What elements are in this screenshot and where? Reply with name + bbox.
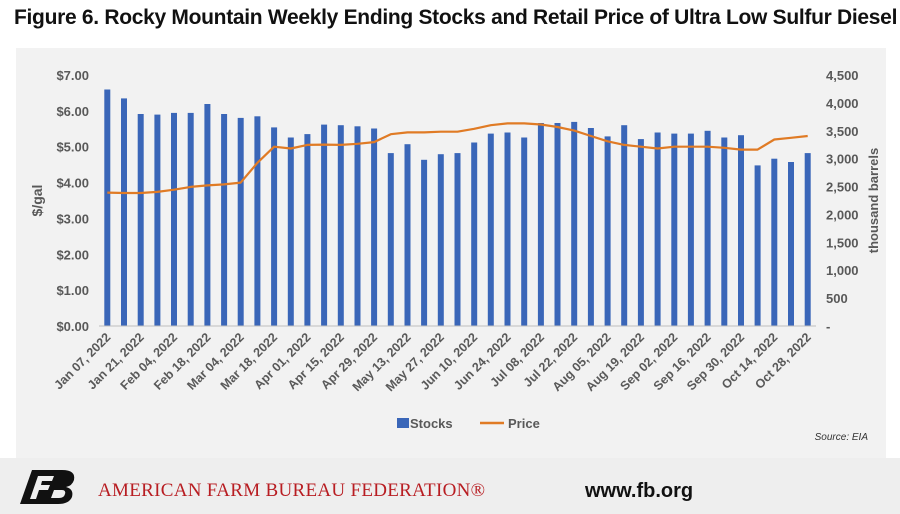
stocks-bar bbox=[421, 159, 428, 326]
y-left-tick-label: $5.00 bbox=[56, 140, 89, 155]
stocks-bar bbox=[121, 98, 127, 327]
stocks-bar bbox=[221, 114, 228, 326]
y-right-tick-label: 2,000 bbox=[826, 207, 859, 222]
y-right-axis-title: thousand barrels bbox=[866, 148, 881, 253]
stocks-bar bbox=[504, 132, 511, 326]
y-right-tick-label: 3,000 bbox=[826, 152, 859, 167]
stocks-bar bbox=[337, 125, 344, 326]
stocks-bar bbox=[321, 124, 328, 326]
stocks-bar bbox=[237, 117, 244, 327]
y-right-tick-label: 4,000 bbox=[826, 96, 859, 111]
stocks-bar bbox=[621, 125, 628, 326]
stocks-bar bbox=[187, 112, 194, 327]
y-left-tick-label: $3.00 bbox=[56, 211, 89, 226]
stocks-bar bbox=[687, 133, 694, 326]
y-right-tick-label: 1,500 bbox=[826, 235, 859, 250]
stocks-bar bbox=[254, 116, 261, 326]
stocks-bar bbox=[287, 137, 294, 326]
stocks-bar bbox=[704, 130, 711, 326]
y-left-tick-label: $4.00 bbox=[56, 176, 89, 191]
legend-price-label: Price bbox=[508, 416, 540, 431]
stocks-bar bbox=[387, 153, 394, 326]
stocks-bar bbox=[771, 158, 778, 326]
y-right-tick-label: 2,500 bbox=[826, 180, 859, 195]
stocks-bar bbox=[204, 104, 211, 326]
stocks-bar bbox=[788, 162, 794, 326]
stocks-bar bbox=[171, 112, 177, 327]
stocks-bar bbox=[587, 128, 594, 326]
y-right-tick-label: - bbox=[826, 319, 830, 334]
footer: AMERICAN FARM BUREAU FEDERATION® www.fb.… bbox=[0, 458, 900, 514]
stocks-bar bbox=[454, 153, 461, 326]
chart: $0.00 $1.00 $2.00 $3.00 $4.00 $5.00 $6.00 $7.00… bbox=[29, 68, 881, 443]
y-right-tick-label: 500 bbox=[826, 291, 848, 306]
stocks-bar bbox=[521, 137, 528, 326]
stocks-bar bbox=[271, 127, 278, 327]
stocks-bar bbox=[604, 136, 611, 326]
y-left-tick-label: $7.00 bbox=[56, 68, 89, 83]
y-right-tick-label: 1,000 bbox=[826, 263, 859, 278]
stocks-bar bbox=[537, 123, 544, 326]
y-right-tick-label: 3,500 bbox=[826, 124, 859, 139]
y-left-tick-label: $1.00 bbox=[56, 283, 89, 298]
stocks-bar bbox=[304, 134, 311, 326]
stocks-bar bbox=[721, 137, 728, 326]
y-left-tick-label: $0.00 bbox=[56, 319, 89, 334]
stocks-bar bbox=[104, 89, 111, 326]
stocks-bar bbox=[437, 154, 444, 326]
website-link[interactable]: www.fb.org bbox=[585, 480, 694, 502]
y-left-tick-label: $2.00 bbox=[56, 247, 89, 262]
y-left-tick-label: $6.00 bbox=[56, 104, 89, 119]
stocks-bar bbox=[554, 123, 561, 326]
stocks-bar bbox=[471, 142, 478, 326]
legend-stocks-label: Stocks bbox=[410, 416, 453, 431]
stocks-bar bbox=[637, 139, 644, 326]
stocks-bar bbox=[754, 165, 761, 326]
legend-stocks-swatch bbox=[397, 418, 409, 428]
fb-logo-icon bbox=[20, 470, 75, 504]
stocks-bar bbox=[571, 121, 578, 327]
stocks-bar bbox=[371, 128, 378, 326]
chart-title: Figure 6. Rocky Mountain Weekly Ending S… bbox=[14, 6, 898, 29]
stocks-bar bbox=[354, 126, 361, 326]
y-left-axis-title: $/gal bbox=[29, 185, 45, 217]
stocks-bar bbox=[404, 144, 411, 326]
org-name: AMERICAN FARM BUREAU FEDERATION® bbox=[98, 480, 486, 501]
price-line bbox=[107, 122, 808, 195]
stocks-bar bbox=[738, 135, 744, 326]
stocks-bar bbox=[654, 132, 661, 326]
stocks-bar bbox=[154, 114, 161, 326]
source-note: Source: EIA bbox=[815, 432, 869, 443]
chart-panel: $0.00 $1.00 $2.00 $3.00 $4.00 $5.00 $6.00 $7.00… bbox=[16, 48, 886, 458]
y-right-tick-label: 4,500 bbox=[826, 68, 859, 83]
stocks-bar bbox=[137, 114, 144, 326]
x-tick-label: Jan 07, 2022 bbox=[51, 330, 113, 392]
stocks-bar bbox=[671, 133, 678, 326]
stocks-bar bbox=[804, 153, 811, 326]
stocks-bar bbox=[487, 133, 494, 326]
